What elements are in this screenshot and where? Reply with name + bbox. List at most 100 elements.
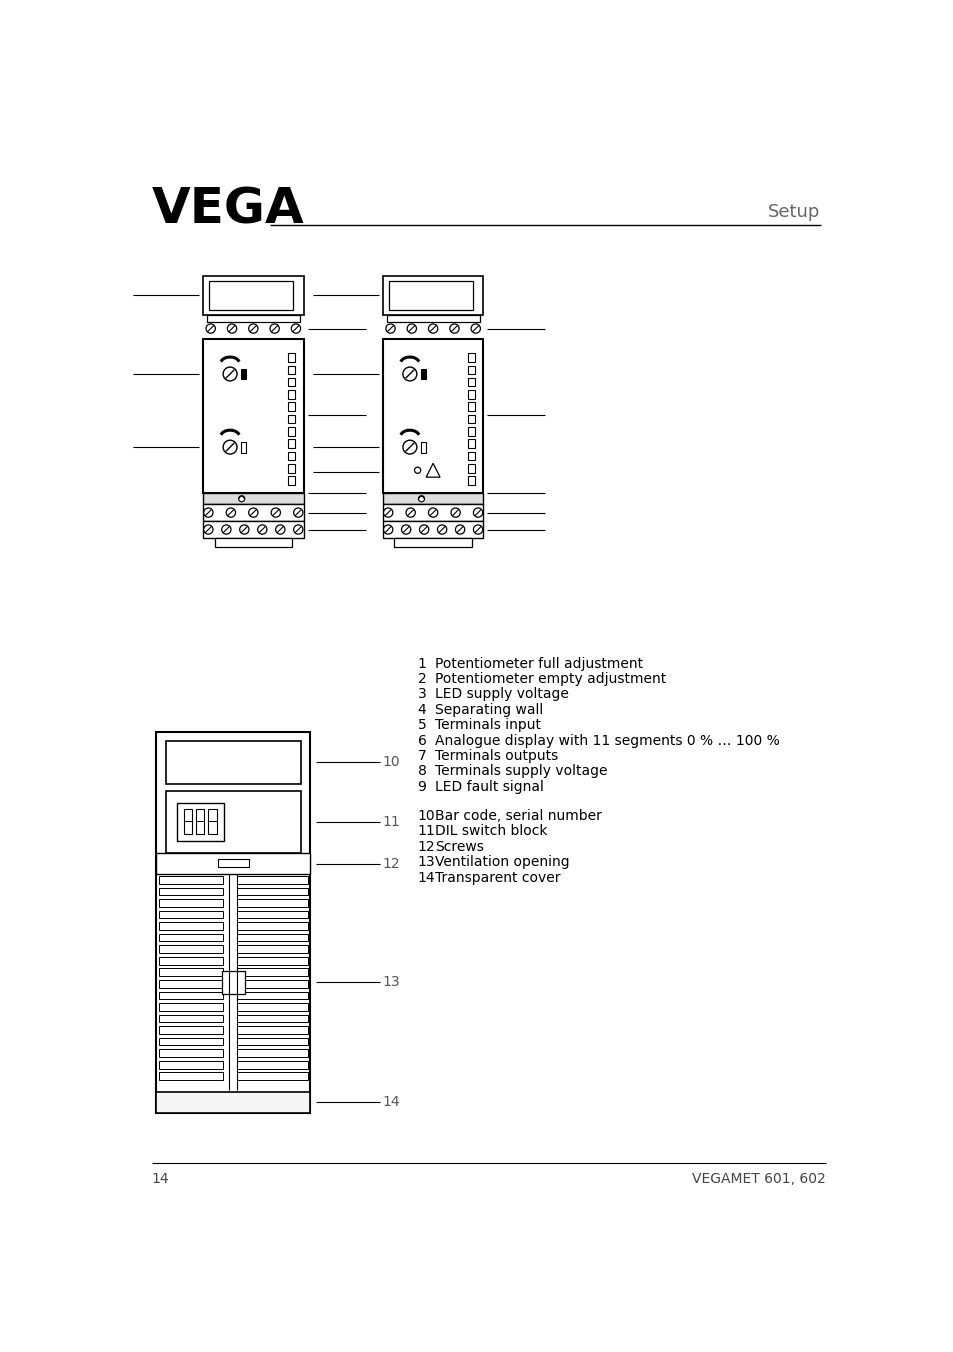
Polygon shape bbox=[426, 464, 439, 477]
Text: Ventilation opening: Ventilation opening bbox=[435, 856, 569, 869]
Bar bbox=[221, 971, 245, 994]
Circle shape bbox=[428, 324, 437, 333]
Circle shape bbox=[221, 525, 231, 534]
Bar bbox=[214, 538, 292, 548]
Bar bbox=[468, 427, 475, 435]
Text: 4: 4 bbox=[417, 703, 426, 717]
Bar bbox=[158, 1061, 223, 1068]
Bar bbox=[203, 339, 303, 493]
Bar bbox=[468, 365, 475, 375]
Text: Terminals outputs: Terminals outputs bbox=[435, 749, 558, 763]
Circle shape bbox=[451, 508, 459, 518]
Circle shape bbox=[271, 508, 280, 518]
Circle shape bbox=[385, 324, 395, 333]
Text: 10: 10 bbox=[417, 808, 435, 823]
Text: 14: 14 bbox=[382, 1095, 400, 1110]
Bar bbox=[468, 391, 475, 399]
Circle shape bbox=[226, 508, 235, 518]
Bar bbox=[236, 1026, 307, 1034]
Bar bbox=[158, 887, 223, 895]
Bar bbox=[236, 899, 307, 907]
Bar bbox=[158, 1026, 223, 1034]
Bar bbox=[382, 339, 483, 493]
Text: 14: 14 bbox=[417, 871, 435, 884]
Circle shape bbox=[239, 525, 249, 534]
Bar bbox=[288, 476, 294, 485]
Circle shape bbox=[449, 324, 458, 333]
Bar bbox=[236, 1072, 307, 1080]
Text: 14: 14 bbox=[152, 1172, 170, 1186]
Circle shape bbox=[238, 496, 245, 502]
Bar bbox=[468, 439, 475, 448]
Bar bbox=[203, 521, 303, 538]
Bar bbox=[158, 968, 223, 976]
Text: 3: 3 bbox=[417, 687, 426, 702]
Circle shape bbox=[407, 324, 416, 333]
Circle shape bbox=[270, 324, 279, 333]
Circle shape bbox=[455, 525, 464, 534]
Circle shape bbox=[249, 324, 257, 333]
Bar bbox=[394, 538, 472, 548]
Bar bbox=[389, 281, 472, 310]
Text: Potentiometer empty adjustment: Potentiometer empty adjustment bbox=[435, 672, 665, 685]
Bar bbox=[236, 922, 307, 930]
Text: Transparent cover: Transparent cover bbox=[435, 871, 559, 884]
Bar bbox=[288, 427, 294, 435]
Bar bbox=[166, 791, 300, 853]
Bar bbox=[468, 452, 475, 460]
Bar bbox=[236, 1049, 307, 1057]
Circle shape bbox=[294, 508, 303, 518]
Bar bbox=[236, 1014, 307, 1022]
Text: 10: 10 bbox=[382, 754, 400, 769]
Bar bbox=[288, 439, 294, 448]
Bar bbox=[236, 945, 307, 953]
Bar bbox=[468, 415, 475, 423]
Bar bbox=[386, 315, 479, 322]
Bar bbox=[288, 415, 294, 423]
Bar bbox=[288, 452, 294, 460]
Text: 12: 12 bbox=[417, 840, 435, 854]
Text: DIL switch block: DIL switch block bbox=[435, 825, 547, 838]
Circle shape bbox=[401, 525, 411, 534]
Circle shape bbox=[471, 324, 480, 333]
Bar bbox=[382, 276, 483, 315]
Bar bbox=[468, 464, 475, 473]
Text: 8: 8 bbox=[417, 764, 426, 779]
Bar bbox=[288, 403, 294, 411]
Text: Separating wall: Separating wall bbox=[435, 703, 542, 717]
Circle shape bbox=[204, 525, 213, 534]
Bar bbox=[158, 1014, 223, 1022]
Circle shape bbox=[473, 525, 482, 534]
Bar bbox=[156, 853, 310, 875]
Circle shape bbox=[402, 441, 416, 454]
Bar bbox=[158, 1049, 223, 1057]
Bar bbox=[236, 876, 307, 884]
Text: Setup: Setup bbox=[767, 203, 820, 222]
Bar bbox=[208, 808, 216, 834]
Bar bbox=[468, 476, 475, 485]
Bar bbox=[236, 957, 307, 964]
Circle shape bbox=[249, 508, 257, 518]
Circle shape bbox=[227, 324, 236, 333]
Text: Bar code, serial number: Bar code, serial number bbox=[435, 808, 601, 823]
Circle shape bbox=[415, 468, 420, 473]
Circle shape bbox=[383, 508, 393, 518]
Bar bbox=[468, 403, 475, 411]
Circle shape bbox=[406, 508, 415, 518]
Circle shape bbox=[223, 441, 236, 454]
Bar bbox=[382, 493, 483, 504]
Bar bbox=[288, 353, 294, 362]
Bar bbox=[236, 934, 307, 941]
Text: 7: 7 bbox=[417, 749, 426, 763]
Bar bbox=[236, 991, 307, 999]
Bar bbox=[382, 504, 483, 521]
Text: 13: 13 bbox=[417, 856, 435, 869]
Bar bbox=[236, 980, 307, 988]
Bar bbox=[468, 377, 475, 387]
Bar bbox=[217, 859, 249, 867]
Bar bbox=[288, 391, 294, 399]
Text: Terminals input: Terminals input bbox=[435, 718, 540, 733]
Bar bbox=[236, 911, 307, 918]
Bar bbox=[158, 1003, 223, 1011]
Bar bbox=[288, 464, 294, 473]
